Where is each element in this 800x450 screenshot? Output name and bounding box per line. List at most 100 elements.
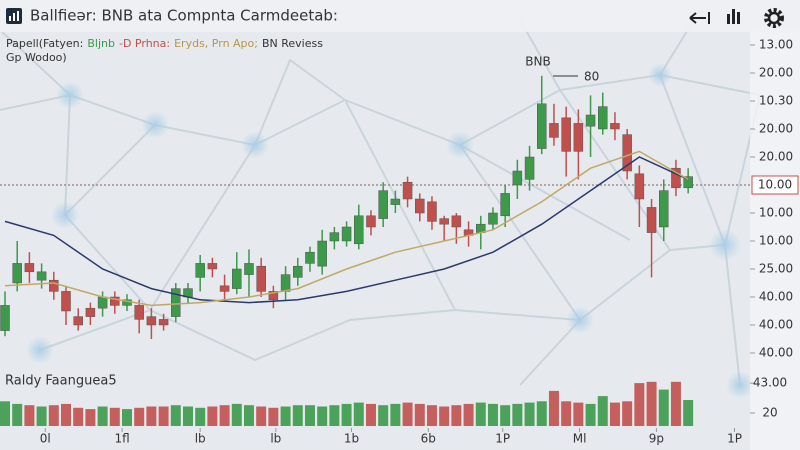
volume-bar [426,405,437,426]
x-tick-label: lb [270,432,281,446]
y-tick-label: 20.00 [759,66,793,80]
y-tick-label: 40.00 [759,318,793,332]
legend-item: Eryds, Prn Apo; [174,37,258,50]
volume-bar [670,381,681,426]
volume-bar [134,407,145,426]
volume-bar [0,401,11,426]
volume-bar [439,406,450,426]
candle-body [646,207,657,233]
volume-bar [304,405,315,426]
volume-bar [182,406,193,426]
volume-bar [487,403,498,426]
volume-bar [73,407,84,426]
moving-average [4,156,689,304]
x-tick-label: 0l [40,432,51,446]
x-tick-label: 1b [344,432,359,446]
candle-body [439,218,449,225]
candle-body [451,215,462,228]
volume-bar [329,405,340,426]
network-nodes [26,63,754,399]
x-tick-label: lb [195,432,206,446]
candle-body [97,296,108,309]
volume-bar [475,402,486,426]
axis-panel [750,30,800,450]
candle-body [537,103,547,149]
candle-body [171,288,181,317]
candle-body [573,123,584,152]
price-label: 10.00 [758,178,792,192]
candle-body [134,305,144,320]
x-tick-label: 1fl [115,432,130,446]
volume-bar [658,389,669,426]
candle-body [36,271,47,281]
volume-bar [573,402,584,426]
candle-body [207,263,218,270]
volume-bar [597,396,608,426]
volume-bar [536,401,547,426]
x-tick-label: Ml [573,432,587,446]
candle-body [232,268,242,289]
candle-body [24,263,35,273]
volume-bar [683,400,694,426]
candle-body [500,193,510,217]
candle-body [293,265,303,278]
volume-bar [317,406,328,426]
y-tick-label: 40.00 [759,290,793,304]
candle-body [659,190,669,228]
candle-body [256,265,266,292]
volume-bar [170,405,181,426]
y2-tick-label: 43.00 [753,376,787,390]
settings-button[interactable] [764,8,784,28]
volume-bar [500,405,511,426]
y-tick-label: 20.00 [759,122,793,136]
candle-body [488,212,498,225]
volume-bar [548,390,559,426]
candle-body [512,170,523,186]
candle-body [158,319,169,326]
volume-bar [341,403,352,426]
volume-bar [561,401,572,426]
y-tick-label: 13.00 [759,38,793,52]
chart-type-button[interactable] [727,9,740,24]
candle-body [561,117,571,152]
toolbar [0,0,800,32]
volume-bar [463,403,474,426]
back-button[interactable] [689,12,710,24]
y-tick-label: 25.00 [759,262,793,276]
volume-bar [634,383,645,426]
candle-body [598,106,608,130]
volume-bar [414,403,425,426]
toolbar-title: Ballfieər: BNB ata Compnta Carmdeetab: [30,7,338,25]
volume-bar [24,405,35,426]
volume-bar [292,405,303,426]
candle-body [402,181,413,200]
volume-bar [280,406,291,426]
logo-icon [6,8,22,24]
volume-bar [36,406,47,426]
subtitle: Gp Wodoo) [6,51,67,64]
legend-item: Papell(Fatyen: [6,37,83,50]
candle-body [12,263,22,284]
volume-bar [243,405,254,426]
volume-bar [207,406,218,426]
volume-bar [524,402,535,426]
x-tick-label: 6b [421,432,436,446]
x-tick-label: 1P [727,432,742,446]
candle-body [305,251,315,264]
candle-body [549,123,559,138]
volume-bar [451,405,462,426]
legend: Papell(Fatyen: Bljnb -D Prhna: Eryds, Prn A… [6,37,323,50]
candle-body [73,316,83,326]
candle-body [268,291,279,301]
y2-tick-label: 20 [762,406,777,420]
volume-bar [97,406,108,426]
volume-bar [390,403,401,426]
candle-body [146,316,157,326]
volume-bar [12,403,23,426]
candle-body [61,291,71,312]
legend-item: Bljnb [87,37,115,50]
volume-bar [353,402,364,426]
y-tick-label: 10.00 [759,206,793,220]
price-label-box [751,175,799,195]
